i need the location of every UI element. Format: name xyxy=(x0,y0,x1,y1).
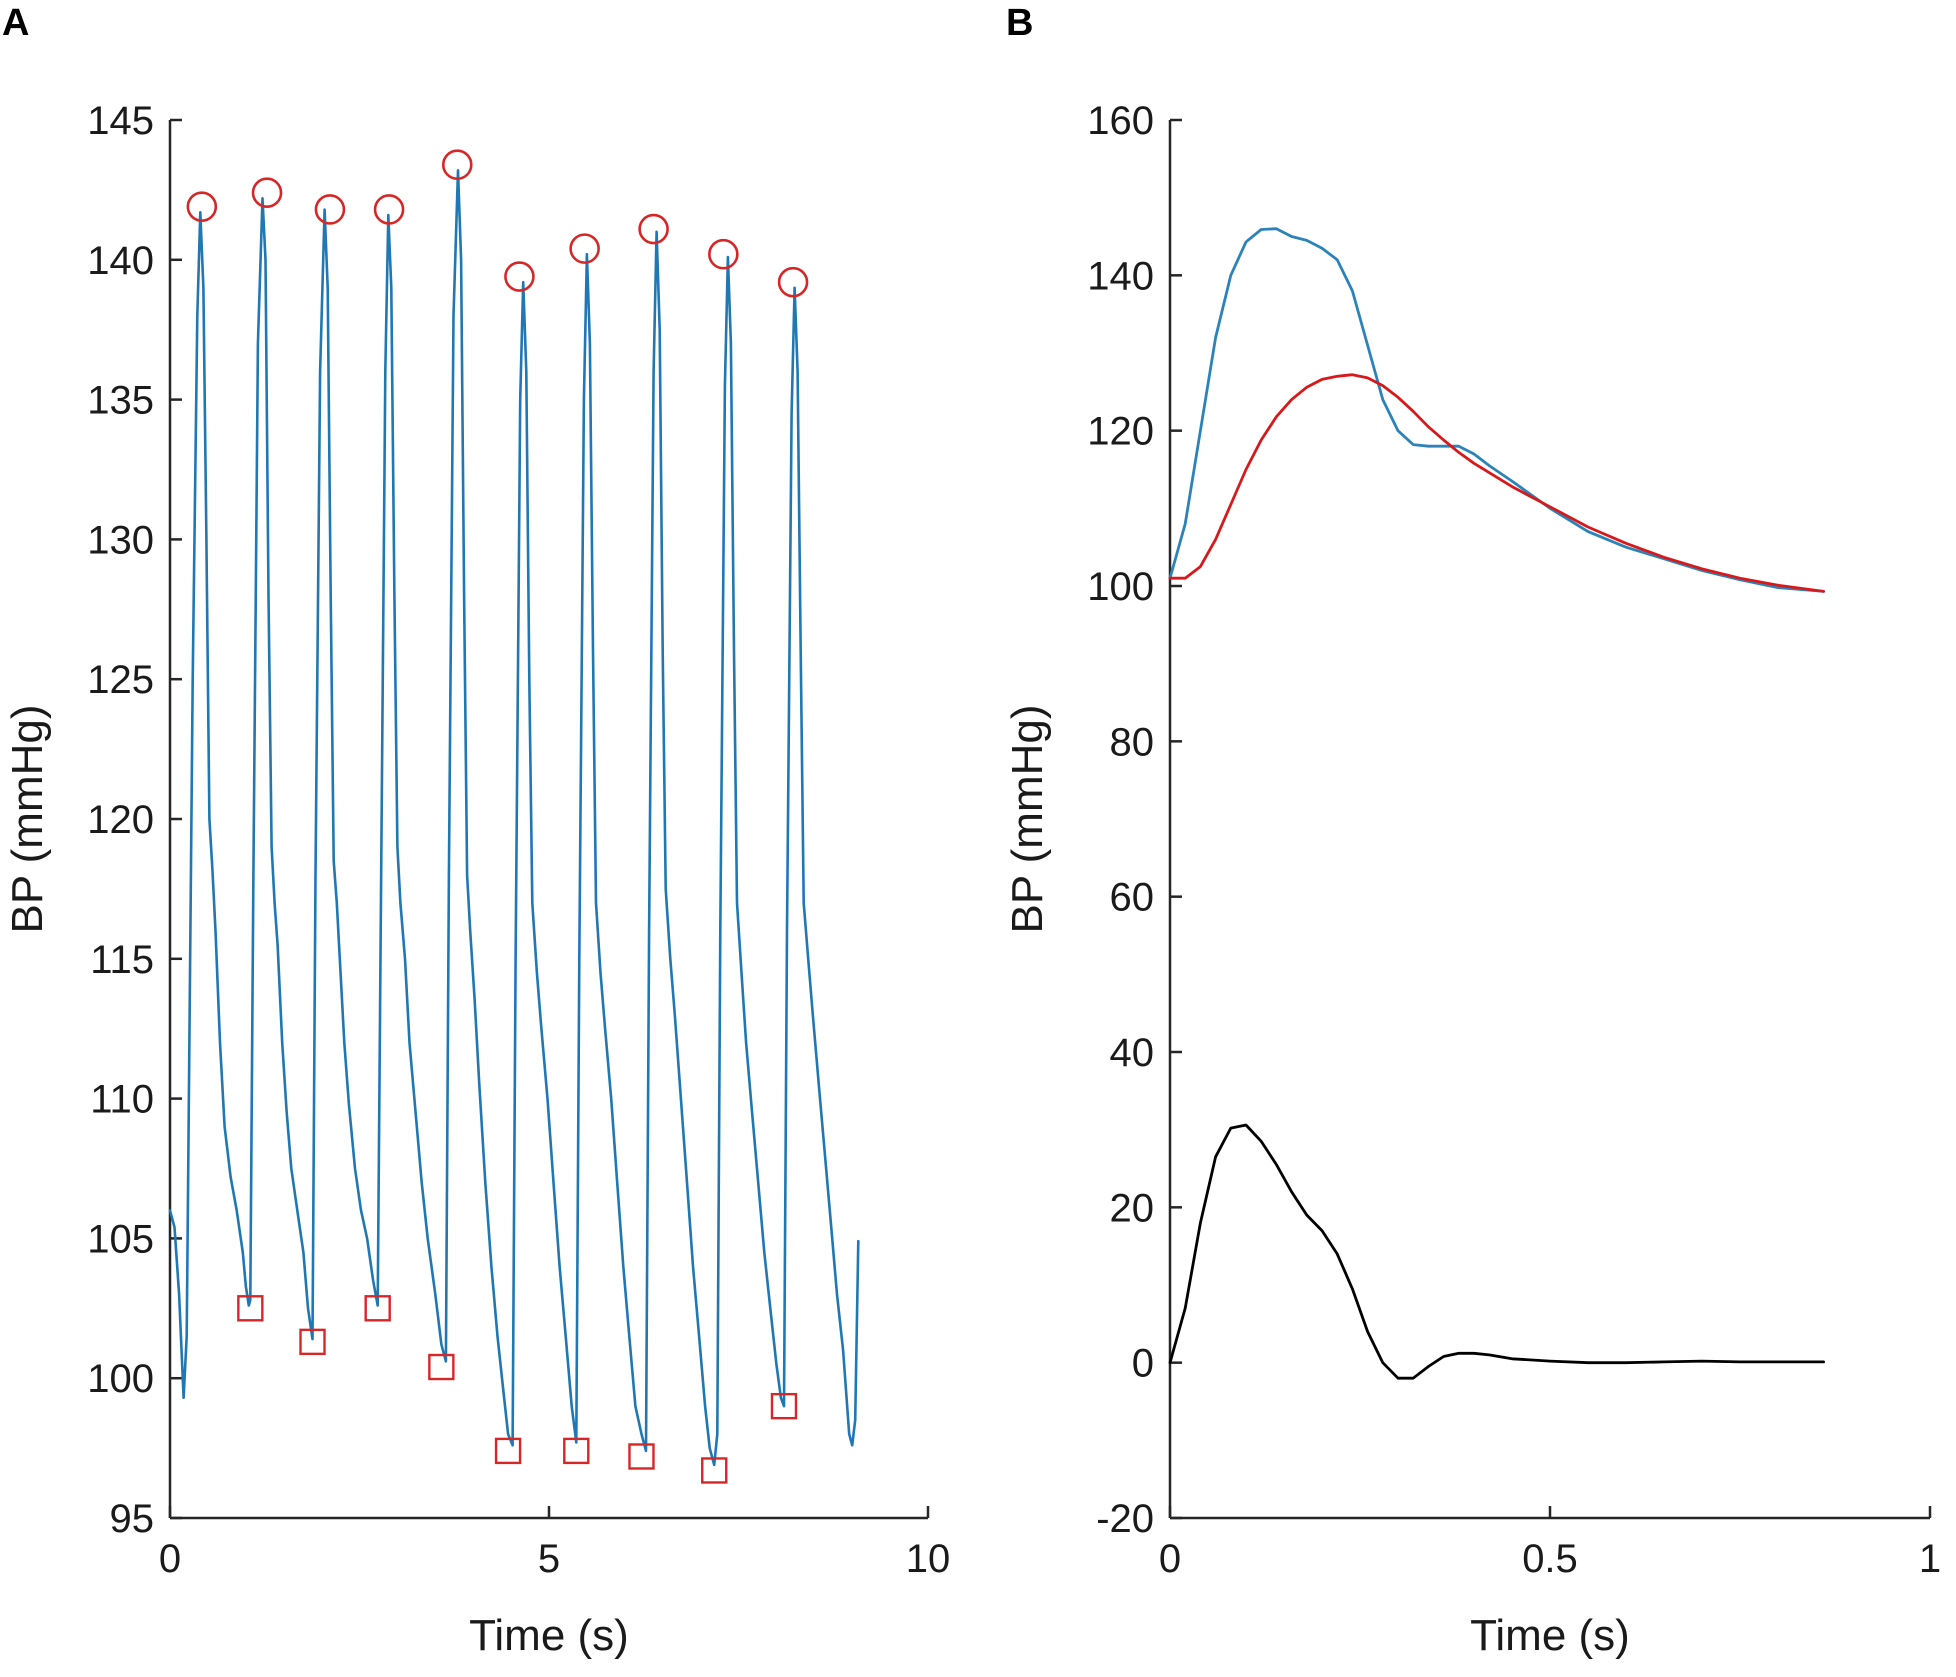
x-tick-label: 10 xyxy=(906,1537,951,1581)
x-tick-label: 0 xyxy=(1159,1537,1181,1581)
series-line-reservoir-pressure xyxy=(1168,373,1825,593)
trough-marker xyxy=(237,1295,264,1322)
y-tick-label: 100 xyxy=(1087,565,1154,609)
x-axis-label: Time (s) xyxy=(1470,1611,1630,1660)
y-tick-label: 20 xyxy=(1110,1186,1155,1230)
y-tick-label: 0 xyxy=(1132,1342,1154,1386)
peak-marker xyxy=(708,238,739,270)
x-tick-label: 0.5 xyxy=(1522,1537,1578,1581)
x-axis-label: Time (s) xyxy=(469,1611,629,1660)
peak-marker xyxy=(504,261,535,292)
y-tick-label: 115 xyxy=(90,938,154,982)
series-line-excess-pressure xyxy=(1168,1123,1825,1380)
x-tick-label: 1 xyxy=(1919,1537,1941,1581)
y-tick-label: 125 xyxy=(87,658,154,702)
y-tick-label: 110 xyxy=(90,1078,154,1122)
y-tick-label: 80 xyxy=(1110,720,1155,764)
panel-letter-b: B xyxy=(1006,2,1033,44)
trough-marker xyxy=(628,1443,655,1470)
peak-marker xyxy=(441,149,473,181)
peak-marker xyxy=(638,213,669,245)
y-tick-label: 145 xyxy=(87,99,154,143)
y-tick-label: 60 xyxy=(1110,876,1155,920)
trough-marker xyxy=(299,1328,326,1356)
peak-marker xyxy=(186,191,218,222)
y-axis-label: BP (mmHg) xyxy=(3,705,52,934)
y-tick-label: 160 xyxy=(1087,99,1154,143)
series-line-measured-pressure xyxy=(1168,227,1825,593)
peak-marker xyxy=(251,177,283,208)
y-tick-label: 40 xyxy=(1110,1031,1155,1075)
peak-marker xyxy=(569,233,600,264)
y-tick-label: 100 xyxy=(87,1357,154,1401)
y-tick-label: 120 xyxy=(1087,410,1154,454)
y-tick-label: 140 xyxy=(1087,254,1154,298)
trough-marker xyxy=(428,1353,455,1381)
peak-marker xyxy=(373,194,405,225)
peak-marker xyxy=(777,266,809,298)
chart-panel-a: 95 100 105 110 115 120 125 130 135 140 145 0 5 10 Tim… xyxy=(3,99,950,1660)
x-tick-label: 0 xyxy=(159,1537,181,1581)
y-tick-label: 95 xyxy=(110,1497,155,1541)
y-axis-label: BP (mmHg) xyxy=(1003,705,1052,934)
y-tick-label: -20 xyxy=(1096,1497,1154,1541)
trough-marker xyxy=(563,1437,590,1465)
trough-marker xyxy=(701,1457,728,1484)
peak-marker xyxy=(314,194,346,225)
y-tick-label: 135 xyxy=(87,379,154,423)
trough-marker xyxy=(770,1392,798,1420)
x-tick-label: 5 xyxy=(538,1537,560,1581)
y-tick-label: 140 xyxy=(87,239,154,283)
panel-letter-a: A xyxy=(2,2,29,44)
series-line-bp-signal xyxy=(168,169,860,1467)
trough-marker xyxy=(494,1437,522,1465)
y-tick-label: 120 xyxy=(87,798,154,842)
y-tick-label: 105 xyxy=(87,1217,154,1261)
y-tick-label: 130 xyxy=(87,518,154,562)
trough-marker xyxy=(364,1295,391,1322)
